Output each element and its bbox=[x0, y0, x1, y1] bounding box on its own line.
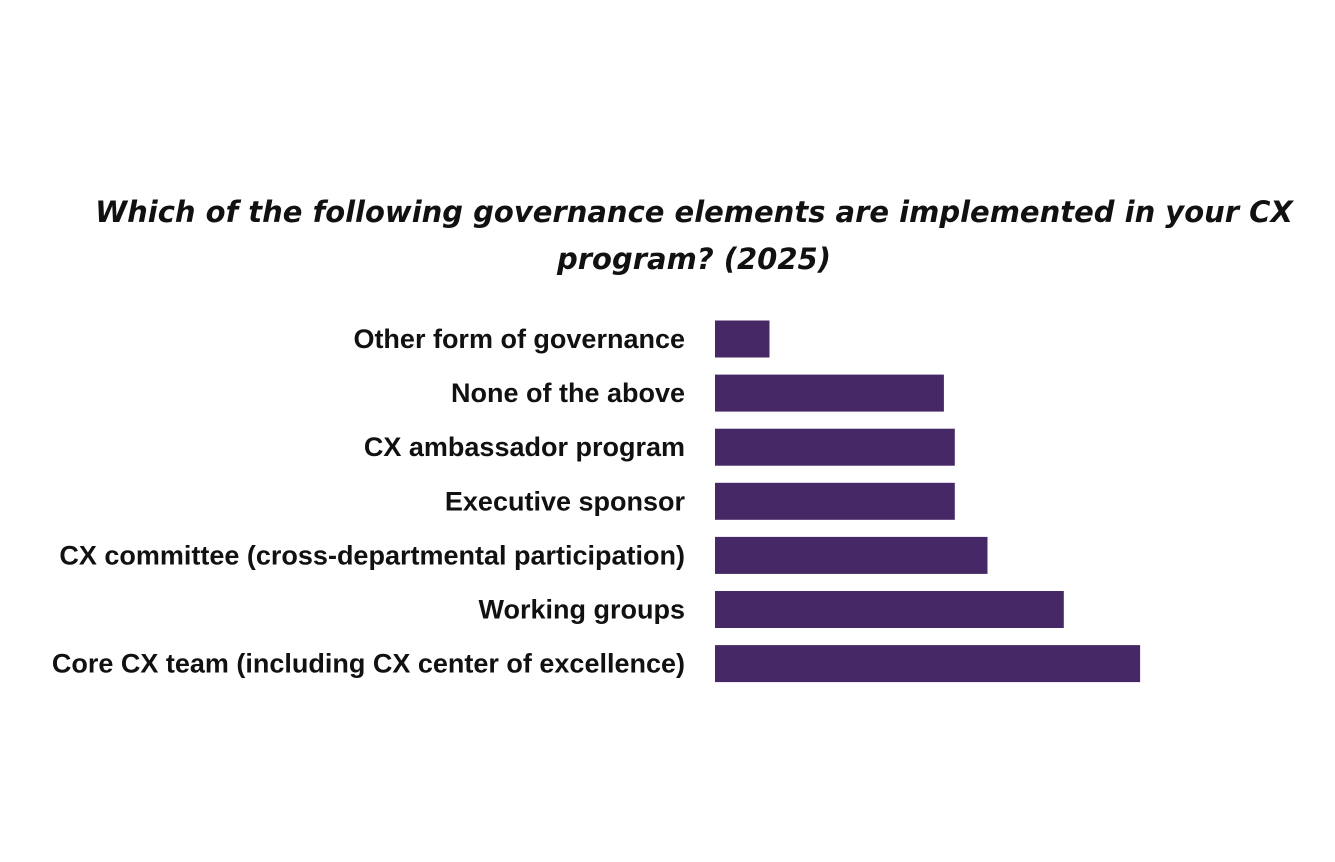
bar bbox=[715, 645, 1141, 683]
bars bbox=[715, 320, 1141, 683]
chart-title-line-1: Which of the following governance elemen… bbox=[95, 195, 1294, 229]
category-label: Core CX team (including CX center of exc… bbox=[52, 649, 685, 679]
category-labels: Other form of governance None of the abov… bbox=[52, 324, 686, 679]
bar bbox=[715, 320, 770, 358]
category-label: None of the above bbox=[451, 378, 685, 408]
category-label: Executive sponsor bbox=[445, 486, 686, 516]
category-label: Working groups bbox=[479, 595, 686, 625]
chart-title-line-2: program? (2025) bbox=[556, 242, 831, 276]
bar bbox=[715, 482, 955, 520]
bar bbox=[715, 536, 988, 574]
category-label: CX committee (cross-departmental partici… bbox=[59, 540, 685, 570]
category-label: Other form of governance bbox=[353, 324, 685, 354]
chart-title: Which of the following governance elemen… bbox=[95, 195, 1294, 276]
bar bbox=[715, 591, 1064, 628]
bar bbox=[715, 428, 955, 466]
bar bbox=[715, 374, 944, 412]
category-label: CX ambassador program bbox=[364, 432, 685, 462]
